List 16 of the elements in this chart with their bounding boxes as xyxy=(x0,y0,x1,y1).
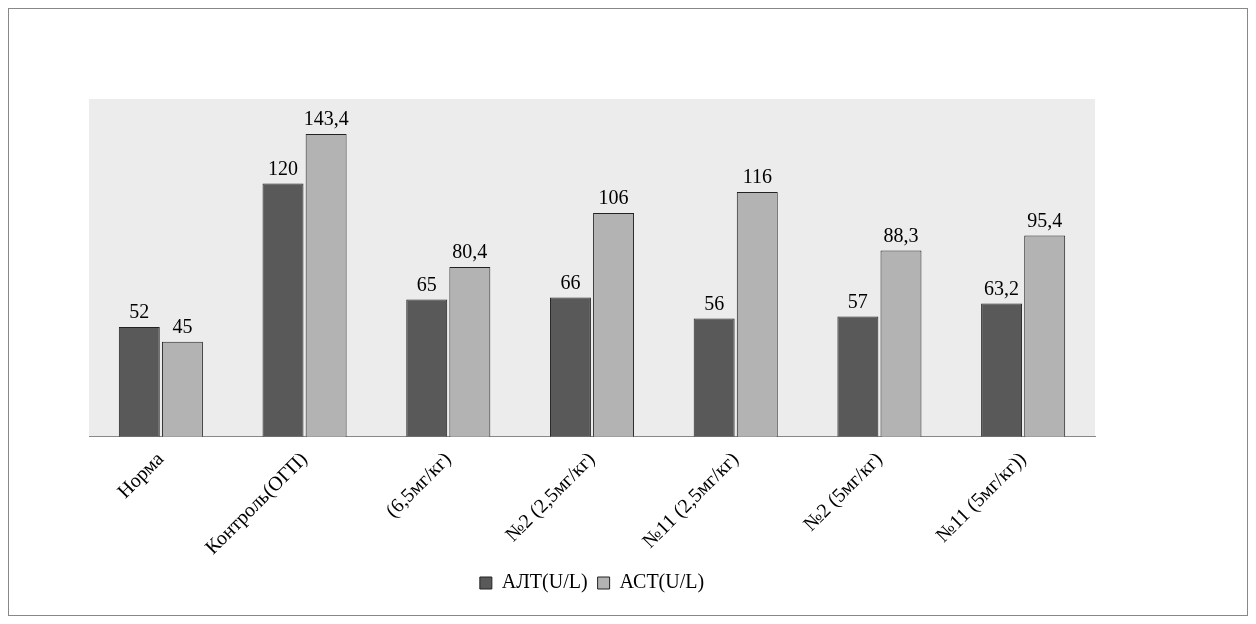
data-label: 56 xyxy=(704,291,725,314)
data-label: 95,4 xyxy=(1027,208,1063,231)
legend-label: АЛТ(U/L) xyxy=(501,570,588,594)
data-label: 80,4 xyxy=(452,240,488,263)
data-label: 106 xyxy=(598,186,629,209)
data-label: 65 xyxy=(416,272,437,295)
data-label: 57 xyxy=(847,289,868,312)
legend-label: АСТ(U/L) xyxy=(619,570,705,594)
data-label: 88,3 xyxy=(883,223,919,246)
data-label: 63,2 xyxy=(984,276,1020,299)
data-label: 45 xyxy=(172,315,193,338)
data-label: 52 xyxy=(129,300,150,323)
data-label: 143,4 xyxy=(303,107,349,130)
data-label: 120 xyxy=(268,156,299,179)
data-label: 66 xyxy=(560,270,581,293)
data-label: 116 xyxy=(742,165,772,188)
